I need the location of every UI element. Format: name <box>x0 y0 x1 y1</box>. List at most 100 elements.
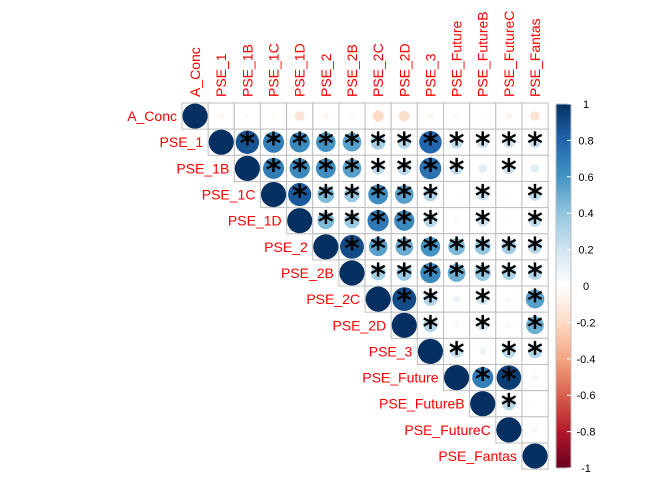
row-label-PSE_2D: PSE_2D <box>332 317 386 333</box>
corr-circle-PSE_2B-PSE_3 <box>420 262 441 284</box>
significance-star: * <box>475 284 491 319</box>
significance-star: * <box>527 284 543 319</box>
corr-circle-A_Conc-PSE_FutureC <box>505 112 512 120</box>
significance-star: * <box>423 180 439 215</box>
significance-star: * <box>501 389 517 424</box>
corr-circle-PSE_2B-PSE_FutureB <box>474 265 491 281</box>
significance-star: * <box>475 363 491 398</box>
corr-circle-PSE_2C-PSE_FutureB <box>477 293 489 305</box>
significance-star: * <box>370 127 386 162</box>
significance-star: * <box>423 206 439 241</box>
corr-circle-PSE_2-PSE_FutureB <box>474 238 491 255</box>
significance-star: * <box>475 180 491 215</box>
significance-star: * <box>292 180 308 215</box>
correlation-circles <box>182 103 548 469</box>
significance-star: * <box>527 232 543 267</box>
corr-circle-A_Conc-PSE_2B <box>349 113 355 119</box>
corr-circle-PSE_1D-PSE_2B <box>344 212 360 229</box>
colorbar-tick-label: 0 <box>583 281 589 293</box>
corr-circle-PSE_2D-PSE_FutureC <box>506 322 512 329</box>
column-label-PSE_2B: PSE_2B <box>344 44 360 97</box>
corr-circle-PSE_2-PSE_Fantas <box>528 239 542 254</box>
colorbar-tick-label: 0.8 <box>578 135 593 147</box>
corr-circle-PSE_2D-PSE_3 <box>423 318 438 333</box>
significance-star: * <box>266 127 282 162</box>
colorbar-tick-label: 0.4 <box>578 208 593 220</box>
significance-star: * <box>449 153 465 188</box>
corr-circle-PSE_1C-PSE_1D <box>288 182 312 207</box>
row-label-PSE_2C: PSE_2C <box>306 291 360 307</box>
corr-circle-PSE_1D-PSE_FutureB <box>476 214 489 227</box>
significance-star: * <box>344 232 360 267</box>
corr-circle-A_Conc-PSE_FutureB <box>480 113 485 119</box>
corr-circle-PSE_1D-PSE_2D <box>394 210 415 231</box>
corr-circle-A_Conc-PSE_1C <box>271 113 277 119</box>
significance-star: * <box>475 310 491 345</box>
corr-circle-PSE_Future-PSE_Future <box>444 365 470 391</box>
corr-circle-PSE_1-PSE_2D <box>397 135 411 149</box>
corr-circle-PSE_2-PSE_2D <box>395 237 414 256</box>
corr-circle-PSE_3-PSE_FutureB <box>479 347 487 355</box>
row-label-PSE_3: PSE_3 <box>369 343 413 359</box>
corr-circle-PSE_2B-PSE_2D <box>396 265 413 281</box>
corr-circle-PSE_FutureB-PSE_FutureC <box>502 397 516 411</box>
significance-star: * <box>396 258 412 293</box>
corr-circle-A_Conc-PSE_Fantas <box>530 111 540 121</box>
colorbar-tick-label: -0.8 <box>577 427 596 439</box>
corr-circle-PSE_2C-PSE_2D <box>392 287 417 312</box>
corr-circle-PSE_1-PSE_1D <box>289 132 310 153</box>
column-label-PSE_Future: PSE_Future <box>449 21 465 97</box>
significance-star: * <box>475 232 491 267</box>
corr-circle-A_Conc-PSE_1 <box>218 113 225 119</box>
row-label-PSE_1: PSE_1 <box>160 134 204 150</box>
column-label-PSE_FutureB: PSE_FutureB <box>475 11 491 97</box>
significance-star: * <box>501 127 517 162</box>
row-label-PSE_FutureC: PSE_FutureC <box>404 422 490 438</box>
corr-circle-PSE_2-PSE_2C <box>368 237 388 257</box>
significance-star: * <box>318 127 334 162</box>
significance-star: * <box>318 180 334 215</box>
colorbar-tick-label: -0.4 <box>577 354 596 366</box>
cell-grid <box>181 102 549 470</box>
significance-star: * <box>344 206 360 241</box>
colorbar: 1 0.8 0.6 0.4 0.2 0 -0.2 -0.4 -0.6 -0.8 -1 <box>555 99 596 475</box>
colorbar-tick-label: 0.6 <box>578 172 593 184</box>
corr-circle-PSE_1D-PSE_FutureC <box>507 218 511 223</box>
corr-circle-PSE_1B-PSE_1B <box>234 155 260 181</box>
corr-circle-PSE_1B-PSE_Future <box>450 162 463 175</box>
significance-star: * <box>501 232 517 267</box>
corr-circle-PSE_2-PSE_Future <box>448 238 466 256</box>
cell-PSE_1-PSE_2D <box>390 128 418 156</box>
corr-circle-PSE_1B-PSE_FutureB <box>478 164 488 173</box>
corr-circle-PSE_2B-PSE_2B <box>339 260 365 286</box>
column-label-PSE_1D: PSE_1D <box>292 43 308 97</box>
significance-star: * <box>370 153 386 188</box>
significance-star: * <box>396 232 412 267</box>
significance-star: * <box>370 258 386 293</box>
corr-circle-PSE_1-PSE_Fantas <box>529 136 541 149</box>
corr-circle-PSE_1B-PSE_1D <box>289 158 310 179</box>
corr-circle-PSE_2B-PSE_Future <box>447 264 466 282</box>
column-labels: A_Conc PSE_1 PSE_1B PSE_1C PSE_1D PSE_2 PSE_2B… <box>187 11 543 97</box>
row-label-PSE_2B: PSE_2B <box>281 265 334 281</box>
corr-circle-PSE_1D-PSE_2 <box>317 212 335 230</box>
corr-circle-PSE_1C-PSE_Fantas <box>528 188 542 201</box>
row-label-PSE_1C: PSE_1C <box>202 187 256 203</box>
corr-circle-PSE_1-PSE_1 <box>208 129 234 155</box>
significance-star: * <box>527 206 543 241</box>
corr-circle-PSE_2C-PSE_Fantas <box>525 289 545 309</box>
corr-circle-PSE_1-PSE_1C <box>263 131 285 153</box>
corr-circle-A_Conc-PSE_2D <box>398 110 410 122</box>
significance-star: * <box>396 206 412 241</box>
significance-star: * <box>423 127 439 162</box>
significance-star: * <box>527 258 543 293</box>
corr-circle-PSE_1D-PSE_Fantas <box>528 214 542 227</box>
corr-circle-PSE_1-PSE_3 <box>419 130 442 154</box>
significance-star: * <box>501 336 517 371</box>
significance-star: * <box>344 127 360 162</box>
significance-star: * <box>370 206 386 241</box>
corr-circle-PSE_2C-PSE_3 <box>423 292 438 307</box>
significance-star: * <box>423 153 439 188</box>
corr-circle-PSE_1C-PSE_FutureC <box>507 192 511 197</box>
significance-star: * <box>423 310 439 345</box>
